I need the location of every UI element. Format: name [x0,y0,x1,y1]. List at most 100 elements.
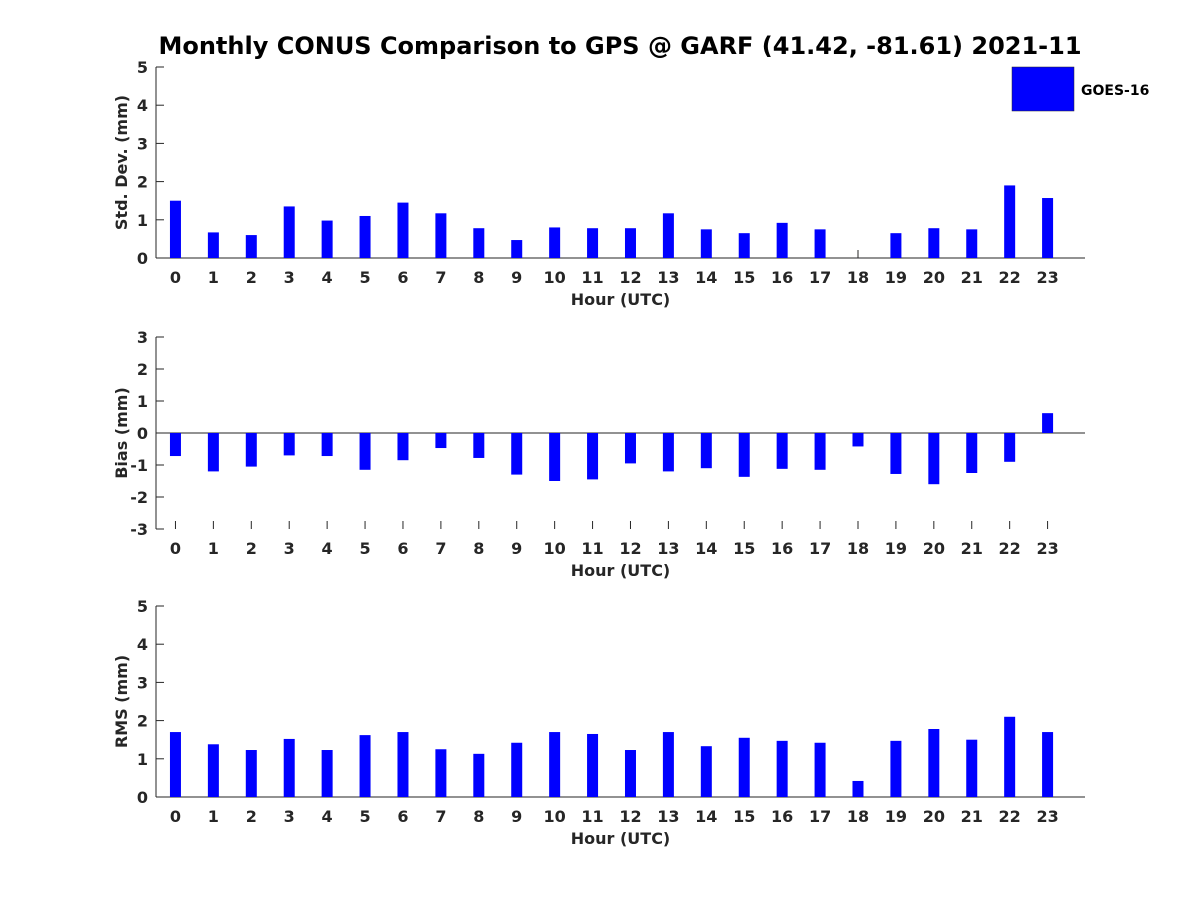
x-tick-label: 1 [208,807,219,826]
y-axis-label: Std. Dev. (mm) [112,95,131,230]
x-tick-label: 10 [544,807,566,826]
bar-hour-11 [587,228,599,258]
legend-label: GOES-16 [1081,83,1149,99]
x-tick-label: 22 [999,807,1021,826]
bar-hour-19 [890,740,902,797]
x-tick-label: 7 [435,539,446,558]
bar-hour-7 [435,749,447,797]
bar-hour-11 [587,433,599,480]
x-tick-label: 6 [397,268,408,287]
x-tick-label: 0 [170,268,181,287]
bar-hour-17 [814,742,826,797]
x-tick-label: 10 [544,539,566,558]
y-tick-label: 2 [137,173,148,192]
bar-hour-13 [662,732,674,797]
bar-hour-10 [549,227,561,258]
y-tick-label: 3 [137,673,148,692]
bar-hour-2 [245,235,257,258]
x-tick-label: 14 [695,807,717,826]
x-tick-label: 23 [1036,807,1058,826]
x-tick-label: 18 [847,268,869,287]
x-tick-label: 3 [284,268,295,287]
x-tick-label: 16 [771,807,793,826]
x-tick-label: 18 [847,539,869,558]
bar-hour-16 [776,740,788,797]
x-tick-label: 19 [885,539,907,558]
x-tick-label: 9 [511,539,522,558]
bar-hour-8 [473,228,485,258]
y-tick-label: 0 [137,249,148,268]
y-tick-label: 1 [137,750,148,769]
bar-hour-21 [966,229,978,258]
x-tick-label: 7 [435,268,446,287]
bar-hour-9 [511,433,523,475]
bar-hour-13 [662,213,674,258]
bar-hour-11 [587,733,599,797]
y-tick-label: 2 [137,360,148,379]
bar-hour-17 [814,229,826,258]
x-tick-label: 20 [923,268,945,287]
x-tick-label: 3 [284,807,295,826]
bar-hour-7 [435,433,447,449]
bar-hour-3 [283,433,295,456]
bar-hour-12 [624,228,636,258]
bar-hour-23 [1042,198,1054,258]
x-tick-label: 0 [170,807,181,826]
x-tick-label: 5 [359,268,370,287]
bar-hour-18 [852,433,864,447]
y-tick-label: -2 [130,488,148,507]
x-tick-label: 17 [809,539,831,558]
x-tick-label: 6 [397,807,408,826]
bar-hour-14 [700,229,712,258]
legend-swatch [1011,66,1075,112]
x-tick-label: 12 [619,268,641,287]
bar-hour-19 [890,233,902,258]
bar-hour-18 [852,780,864,797]
x-tick-label: 4 [322,539,333,558]
x-tick-label: 10 [544,268,566,287]
bar-hour-20 [928,433,940,485]
x-tick-label: 22 [999,268,1021,287]
y-tick-label: 1 [137,392,148,411]
x-tick-label: 11 [581,807,603,826]
y-tick-label: 2 [137,712,148,731]
bar-hour-14 [700,433,712,469]
bar-hour-20 [928,228,940,258]
x-tick-label: 9 [511,268,522,287]
x-tick-label: 17 [809,807,831,826]
x-tick-label: 19 [885,807,907,826]
bar-hour-12 [624,750,636,797]
x-tick-label: 21 [961,807,983,826]
y-tick-label: 0 [137,424,148,443]
bar-hour-1 [207,744,219,797]
x-tick-label: 8 [473,539,484,558]
bar-hour-17 [814,433,826,470]
x-tick-label: 23 [1036,268,1058,287]
bar-hour-9 [511,240,523,258]
bar-hour-19 [890,433,902,474]
bar-hour-8 [473,753,485,797]
bar-hour-0 [169,433,181,457]
x-tick-label: 1 [208,268,219,287]
x-tick-label: 13 [657,268,679,287]
y-tick-label: 5 [137,58,148,77]
y-axis-label: RMS (mm) [112,655,131,748]
x-tick-label: 2 [246,807,257,826]
bar-hour-3 [283,206,295,258]
bar-hour-16 [776,222,788,258]
bar-hour-13 [662,433,674,472]
bar-hour-9 [511,742,523,797]
y-tick-label: 1 [137,211,148,230]
bar-hour-4 [321,750,333,797]
bar-hour-10 [549,433,561,481]
bar-hour-1 [207,232,219,258]
bar-hour-7 [435,213,447,258]
x-tick-label: 15 [733,539,755,558]
x-tick-label: 3 [284,539,295,558]
bar-hour-0 [169,732,181,797]
bar-hour-14 [700,746,712,797]
x-tick-label: 8 [473,268,484,287]
x-tick-label: 2 [246,268,257,287]
